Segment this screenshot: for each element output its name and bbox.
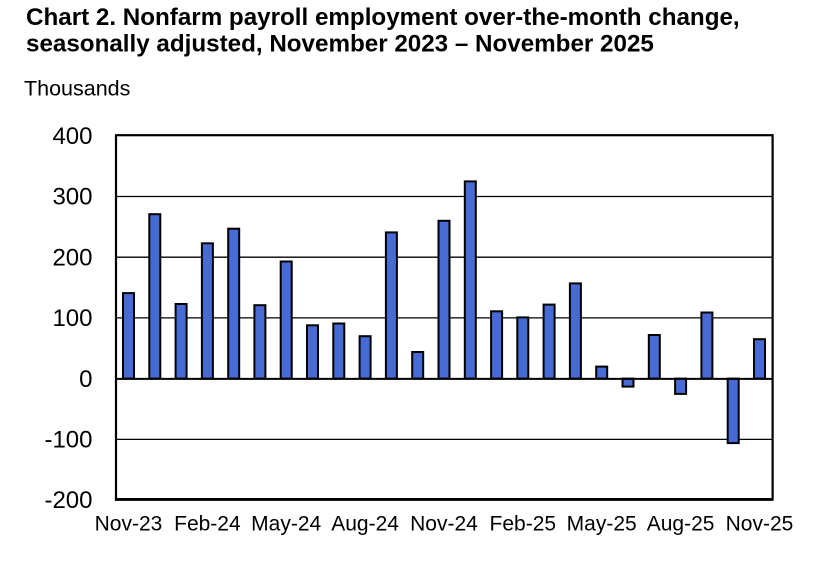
svg-text:-200: -200 <box>44 487 92 514</box>
svg-text:Nov-23: Nov-23 <box>95 513 163 536</box>
svg-text:Chart 2. Nonfarm payroll emplo: Chart 2. Nonfarm payroll employment over… <box>26 4 740 31</box>
svg-text:Feb-25: Feb-25 <box>490 513 557 536</box>
svg-text:100: 100 <box>52 305 92 332</box>
svg-text:May-24: May-24 <box>251 513 321 536</box>
svg-text:seasonally adjusted, November: seasonally adjusted, November 2023 – Nov… <box>26 30 654 57</box>
svg-text:200: 200 <box>52 244 92 271</box>
svg-text:300: 300 <box>52 184 92 211</box>
svg-text:Thousands: Thousands <box>24 76 130 100</box>
svg-text:Feb-24: Feb-24 <box>174 513 241 536</box>
svg-text:Nov-25: Nov-25 <box>726 513 794 536</box>
svg-text:400: 400 <box>52 123 92 150</box>
svg-text:Nov-24: Nov-24 <box>410 513 478 536</box>
svg-text:-100: -100 <box>44 427 92 454</box>
svg-text:Aug-25: Aug-25 <box>647 513 715 536</box>
svg-text:May-25: May-25 <box>567 513 637 536</box>
svg-text:Aug-24: Aug-24 <box>331 513 399 536</box>
svg-text:0: 0 <box>79 366 92 393</box>
